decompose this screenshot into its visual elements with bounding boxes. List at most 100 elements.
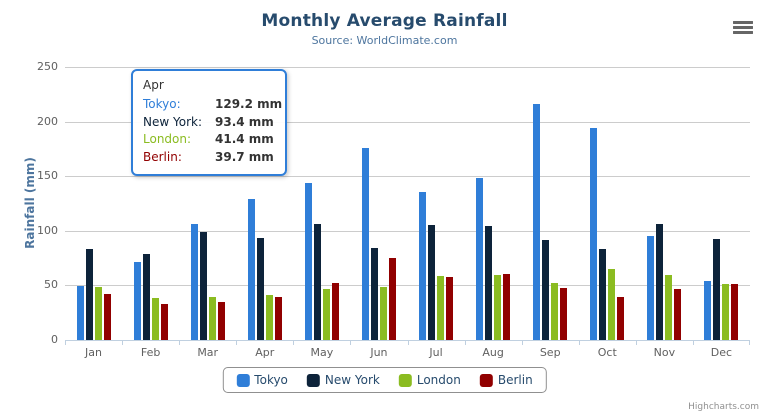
x-axis-tick: [179, 341, 181, 345]
bar-new-york-feb[interactable]: [142, 253, 150, 340]
bar-tokyo-mar[interactable]: [190, 223, 198, 340]
bar-group-feb: [122, 67, 179, 340]
bar-london-jun[interactable]: [379, 287, 387, 340]
bar-tokyo-feb[interactable]: [133, 261, 141, 340]
tooltip: Apr Tokyo: 129.2 mm New York: 93.4 mm London…: [131, 69, 287, 176]
bar-tokyo-jul[interactable]: [419, 191, 427, 340]
bar-new-york-sep[interactable]: [542, 240, 550, 340]
bar-berlin-oct[interactable]: [617, 297, 625, 340]
x-axis-labels: Jan Feb Mar Apr May Jun Jul Aug Sep Oct Nov Dec: [65, 346, 750, 360]
tooltip-series-label: Tokyo:: [143, 97, 181, 111]
x-axis-label-jun: Jun: [370, 346, 388, 359]
tooltip-series-label: New York:: [143, 114, 202, 129]
bar-london-may[interactable]: [322, 288, 330, 340]
y-axis-label: 100: [37, 223, 58, 237]
bar-new-york-oct[interactable]: [599, 248, 607, 340]
tooltip-series-value: 39.7 mm: [215, 149, 274, 164]
bar-london-aug[interactable]: [494, 274, 502, 340]
bar-new-york-nov[interactable]: [656, 223, 664, 340]
legend-item-tokyo[interactable]: Tokyo: [236, 373, 288, 387]
y-axis-labels: 0 50 100 150 200 250: [0, 0, 58, 416]
bar-new-york-may[interactable]: [313, 224, 321, 340]
bar-london-oct[interactable]: [608, 268, 616, 340]
bar-group-apr: [236, 67, 293, 340]
bar-berlin-aug[interactable]: [503, 274, 511, 340]
bar-berlin-jun[interactable]: [388, 257, 396, 340]
bar-group-dec: [693, 67, 750, 340]
bar-berlin-jan[interactable]: [103, 293, 111, 340]
bar-tokyo-oct[interactable]: [590, 128, 598, 340]
x-axis-tick: [236, 341, 238, 345]
bar-london-feb[interactable]: [151, 297, 159, 340]
bar-london-jan[interactable]: [94, 286, 102, 340]
x-axis-tick: [749, 341, 750, 345]
bar-tokyo-jan[interactable]: [76, 285, 84, 340]
bar-london-jul[interactable]: [437, 275, 445, 340]
bar-new-york-dec[interactable]: [713, 239, 721, 340]
bar-london-mar[interactable]: [208, 297, 216, 340]
bar-new-york-jun[interactable]: [370, 247, 378, 340]
legend-item-berlin[interactable]: Berlin: [479, 373, 533, 387]
x-axis-tick: [578, 341, 580, 345]
tooltip-category: Apr: [143, 78, 164, 92]
bar-berlin-nov[interactable]: [674, 288, 682, 340]
legend-item-london[interactable]: London: [398, 373, 461, 387]
bar-new-york-jul[interactable]: [428, 225, 436, 340]
legend-label: London: [416, 373, 461, 387]
bar-berlin-mar[interactable]: [217, 302, 225, 340]
x-axis-label-apr: Apr: [255, 346, 275, 359]
bar-london-sep[interactable]: [551, 282, 559, 340]
x-axis-label-jul: Jul: [429, 346, 443, 359]
bar-new-york-mar[interactable]: [199, 232, 207, 340]
bar-tokyo-aug[interactable]: [476, 177, 484, 340]
tooltip-row-london: London: 41.4 mm: [143, 131, 275, 149]
export-menu-button[interactable]: [732, 19, 754, 36]
legend-swatch-tokyo: [236, 373, 250, 387]
x-axis-label-may: May: [310, 346, 334, 359]
bar-berlin-sep[interactable]: [560, 288, 568, 340]
tooltip-series-label: London:: [143, 132, 192, 146]
tooltip-series-label: Berlin:: [143, 149, 182, 164]
x-axis-ticks: [65, 341, 750, 346]
bar-berlin-apr[interactable]: [274, 296, 282, 340]
x-axis-tick: [65, 341, 66, 345]
legend-label: New York: [324, 373, 380, 387]
x-axis-tick: [521, 341, 523, 345]
bar-new-york-jan[interactable]: [85, 248, 93, 340]
bar-tokyo-apr[interactable]: [247, 198, 255, 340]
tooltip-rows: Tokyo: 129.2 mm New York: 93.4 mm London: 41.…: [143, 96, 282, 166]
x-axis-tick: [692, 341, 694, 345]
plot-area: [65, 67, 750, 341]
bar-berlin-may[interactable]: [331, 282, 339, 340]
bar-group-jul: [408, 67, 465, 340]
bar-new-york-apr[interactable]: [256, 238, 264, 340]
legend-swatch-london: [398, 373, 412, 387]
legend: Tokyo New York London Berlin: [222, 367, 547, 393]
legend-item-new-york[interactable]: New York: [306, 373, 380, 387]
bar-london-nov[interactable]: [665, 275, 673, 340]
bar-berlin-dec[interactable]: [731, 284, 739, 340]
legend-label: Tokyo: [254, 373, 288, 387]
bar-london-apr[interactable]: [265, 294, 273, 340]
bar-tokyo-sep[interactable]: [533, 103, 541, 340]
bar-berlin-feb[interactable]: [160, 303, 168, 340]
bar-group-mar: [179, 67, 236, 340]
bar-tokyo-nov[interactable]: [647, 235, 655, 340]
bar-group-nov: [636, 67, 693, 340]
x-axis-tick: [293, 341, 295, 345]
bar-new-york-aug[interactable]: [485, 226, 493, 340]
y-axis-label: 250: [37, 60, 58, 73]
bar-london-dec[interactable]: [722, 284, 730, 340]
bar-berlin-jul[interactable]: [446, 277, 454, 340]
x-axis-label-dec: Dec: [710, 346, 733, 359]
bar-tokyo-may[interactable]: [304, 182, 312, 340]
hamburger-icon: [733, 21, 753, 24]
x-axis-tick: [635, 341, 637, 345]
tooltip-row-new-york: New York: 93.4 mm: [143, 114, 275, 132]
bar-tokyo-dec[interactable]: [704, 280, 712, 340]
bar-tokyo-jun[interactable]: [361, 147, 369, 340]
credits-link[interactable]: Highcharts.com: [688, 402, 759, 412]
x-axis-tick: [407, 341, 409, 345]
chart-subtitle: Source: WorldClimate.com: [311, 34, 458, 47]
